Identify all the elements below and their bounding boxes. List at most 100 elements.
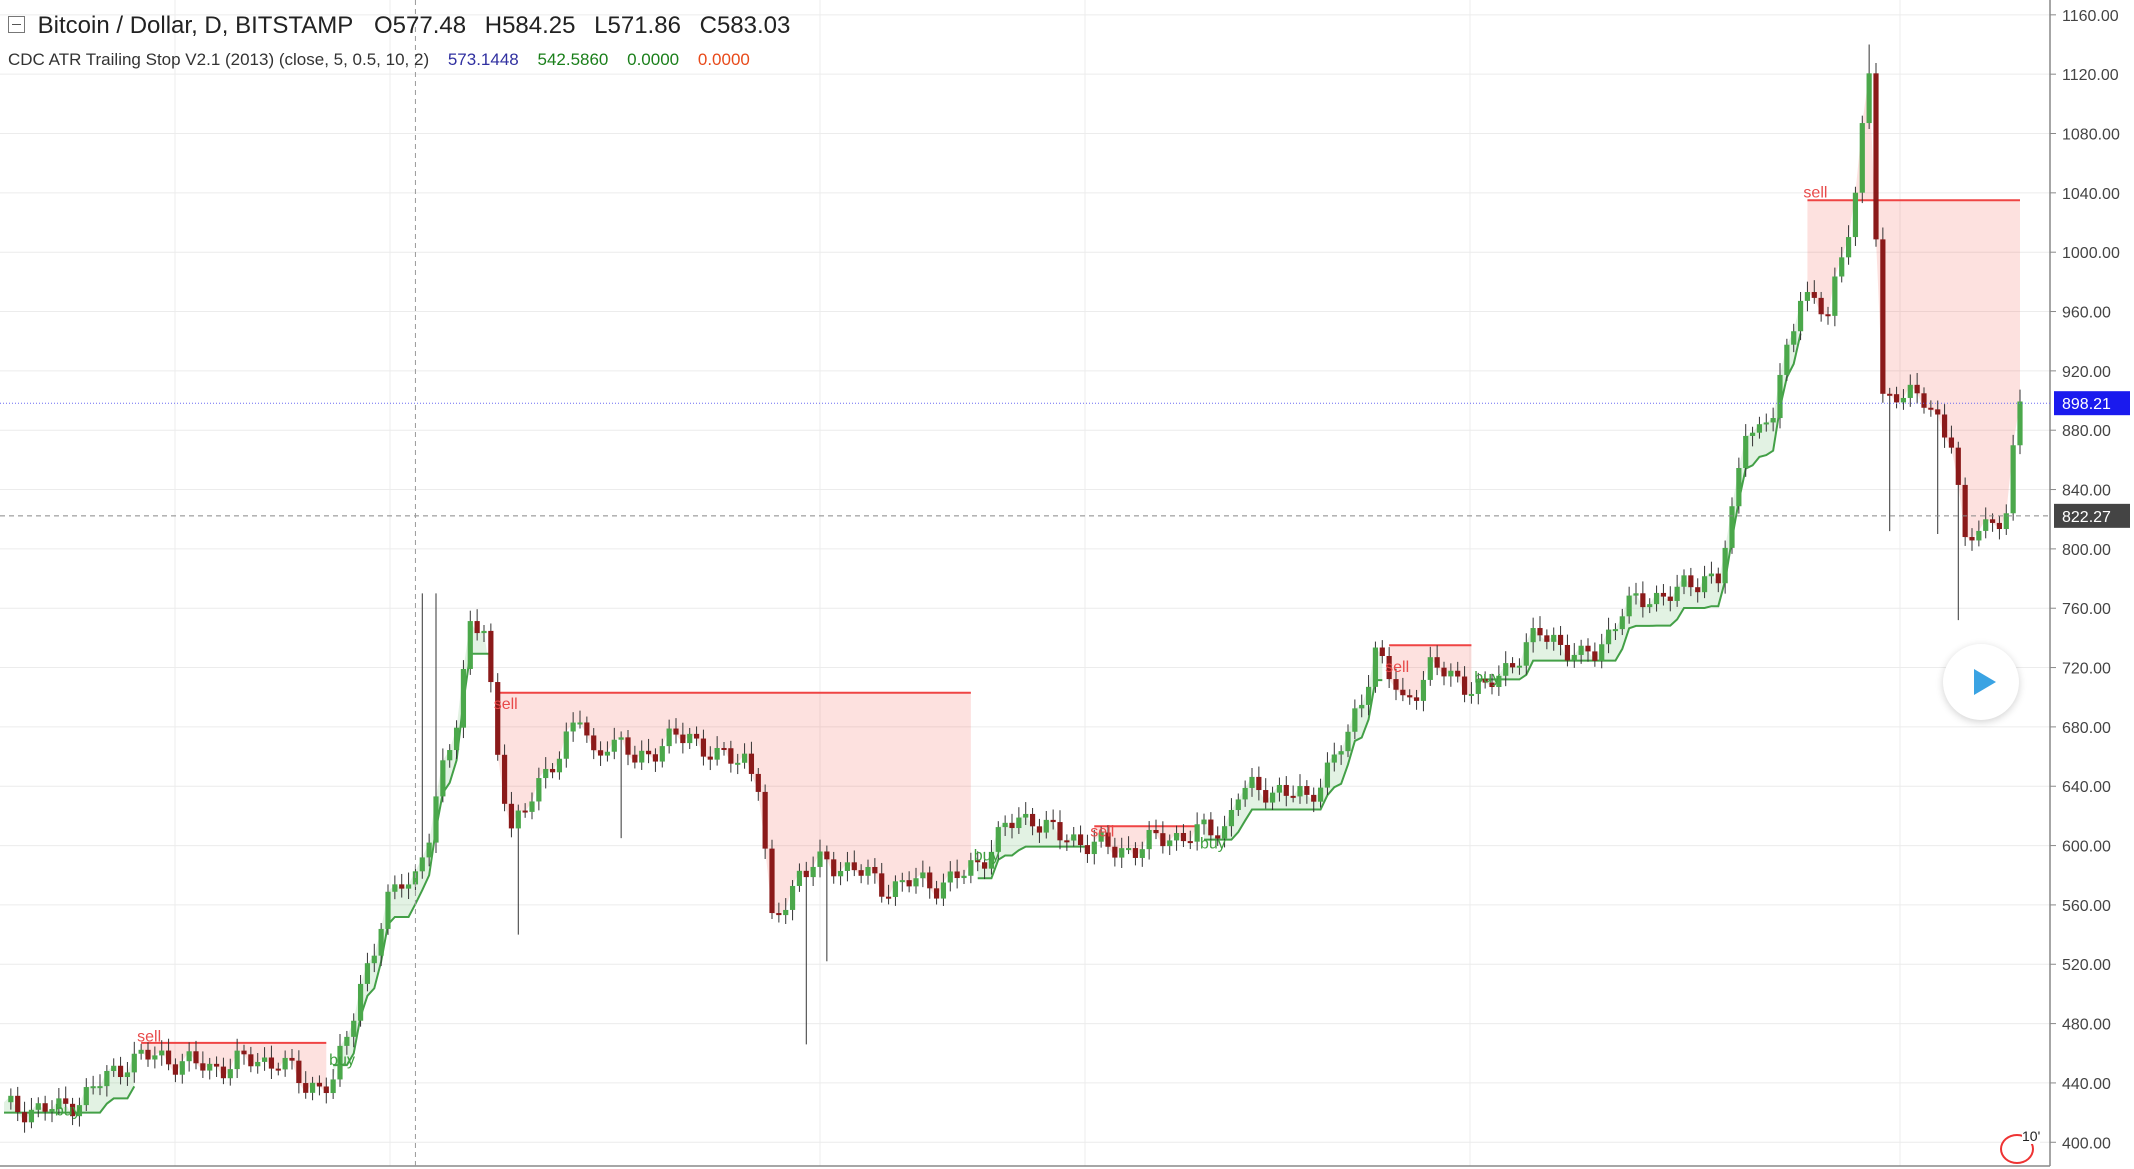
- candle-body: [165, 1050, 172, 1065]
- candle-body: [632, 754, 638, 763]
- candle-body: [1393, 679, 1399, 690]
- candle-body: [892, 881, 899, 897]
- candle-body: [309, 1082, 316, 1093]
- flag-icon[interactable]: 10': [2000, 1128, 2048, 1164]
- candle-body: [419, 857, 425, 872]
- candle-body: [769, 848, 775, 914]
- candle-body: [940, 882, 947, 899]
- candle-body: [899, 880, 905, 883]
- candle-body: [1791, 331, 1797, 345]
- candle-body: [104, 1071, 110, 1087]
- long-stop-fill: [1478, 300, 1801, 688]
- candle-body: [1825, 314, 1831, 317]
- candle-body: [1098, 832, 1104, 842]
- candle-body: [248, 1054, 254, 1067]
- candle-body: [1893, 394, 1900, 403]
- candle-body: [15, 1095, 21, 1113]
- long-stop-fill: [1204, 647, 1383, 840]
- candle-body: [591, 735, 597, 751]
- candle-body: [666, 728, 672, 747]
- candle-body: [1338, 751, 1344, 755]
- candle-body: [933, 888, 940, 899]
- candle-body: [1489, 682, 1495, 688]
- candle-body: [447, 750, 453, 761]
- candle-body: [1119, 848, 1125, 858]
- candle-body: [1475, 678, 1481, 694]
- candle-body: [1283, 784, 1289, 796]
- candle-body: [611, 739, 617, 752]
- candle-body: [344, 1036, 350, 1046]
- y-tick-label: 960.00: [2062, 305, 2111, 322]
- candle-body: [762, 791, 768, 849]
- candle-body: [467, 621, 473, 669]
- candle-body: [1674, 586, 1680, 601]
- open-value: 577.48: [392, 12, 467, 39]
- signal-label: sell: [1090, 824, 1114, 841]
- candle-body: [179, 1061, 185, 1075]
- candle-body: [796, 870, 803, 886]
- y-tick-label: 560.00: [2062, 898, 2111, 915]
- candle-body: [1139, 849, 1145, 858]
- candle-body: [1962, 484, 1968, 538]
- candle-body: [1660, 592, 1667, 597]
- candle-body: [378, 928, 384, 956]
- candle-body: [2010, 445, 2016, 514]
- candle-body: [1852, 192, 1859, 238]
- candle-body: [220, 1066, 227, 1079]
- y-tick-label: 1040.00: [2062, 186, 2120, 203]
- candle-body: [1379, 647, 1385, 657]
- candle-body: [1859, 123, 1865, 193]
- candle-body: [1221, 826, 1228, 839]
- collapse-icon[interactable]: [8, 16, 25, 34]
- candle-body: [947, 871, 953, 883]
- candle-body: [8, 1095, 14, 1103]
- candle-body: [817, 851, 823, 867]
- play-button[interactable]: [1943, 644, 2019, 720]
- candle-body: [234, 1050, 240, 1070]
- short-stop-fill: [1389, 645, 1472, 701]
- candle-body: [1770, 418, 1776, 423]
- candle-body: [872, 866, 878, 874]
- y-tick-label: 840.00: [2062, 483, 2111, 500]
- candle-body: [172, 1064, 179, 1075]
- y-tick-label: 520.00: [2062, 957, 2111, 974]
- candle-body: [1276, 784, 1283, 793]
- candle-body: [1907, 384, 1913, 398]
- candle-body: [138, 1049, 144, 1054]
- candle-body: [1427, 657, 1433, 680]
- candle-body: [783, 909, 789, 916]
- candle-body: [1653, 592, 1660, 605]
- indicator-legend[interactable]: CDC ATR Trailing Stop V2.1 (2013) (close…: [8, 50, 756, 70]
- candle-body: [1736, 467, 1742, 507]
- low-value: 571.86: [607, 12, 681, 39]
- candle-body: [296, 1060, 302, 1084]
- candle-body: [1688, 575, 1694, 588]
- y-tick-label: 440.00: [2062, 1076, 2111, 1093]
- y-tick-label: 760.00: [2062, 601, 2111, 618]
- candle-body: [1345, 731, 1351, 752]
- candle-body: [913, 878, 919, 887]
- candle-body: [1619, 616, 1625, 630]
- candle-body: [357, 983, 364, 1021]
- candle-body: [1722, 547, 1728, 584]
- candle-body: [1215, 835, 1221, 839]
- indicator-value-2: 542.5860: [537, 50, 609, 69]
- candle-body: [1941, 414, 1948, 438]
- candle-body: [1125, 848, 1132, 851]
- candle-body: [303, 1083, 309, 1093]
- candle-body: [741, 753, 748, 763]
- candle-body: [1153, 829, 1159, 834]
- candle-body: [584, 722, 590, 736]
- candle-body: [501, 754, 508, 804]
- candle-body: [1612, 629, 1619, 632]
- candle-body: [1880, 239, 1886, 394]
- candle-body: [76, 1105, 83, 1117]
- candle-body: [1804, 292, 1811, 301]
- candle-body: [289, 1057, 295, 1061]
- candle-body: [1523, 642, 1529, 666]
- candle-body: [1633, 593, 1639, 596]
- candle-body: [2017, 401, 2023, 446]
- candle-body: [488, 630, 494, 683]
- candle-body: [1777, 374, 1783, 419]
